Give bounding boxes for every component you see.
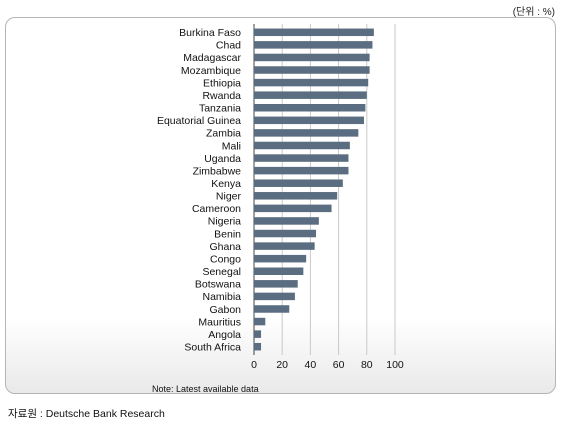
category-label: Mauritius <box>198 316 241 328</box>
category-label: Ethiopia <box>203 77 241 89</box>
bar <box>254 116 364 125</box>
x-tick-label: 20 <box>276 359 288 371</box>
unit-label: (단위 : %) <box>512 7 555 18</box>
bar <box>254 141 350 150</box>
x-tick-label: 100 <box>386 359 404 371</box>
x-tick-label: 80 <box>361 359 373 371</box>
bar <box>254 166 349 175</box>
bar <box>254 78 369 87</box>
bar <box>254 66 370 74</box>
category-label: Burkina Faso <box>179 27 241 39</box>
bar <box>254 229 317 238</box>
category-label: Mali <box>222 140 241 152</box>
bar <box>254 28 374 37</box>
category-label: Namibia <box>202 291 241 303</box>
category-label: Rwanda <box>202 90 241 102</box>
bar <box>254 53 370 62</box>
category-label: Zambia <box>206 128 241 140</box>
category-label: Mozambique <box>181 65 241 77</box>
bar <box>254 305 290 313</box>
category-label: Cameroon <box>192 203 241 215</box>
bar <box>254 292 295 301</box>
x-tick-label: 60 <box>333 359 345 371</box>
category-label: Uganda <box>204 153 241 165</box>
category-label: Niger <box>216 191 242 203</box>
bar <box>254 330 262 338</box>
bar <box>254 204 332 213</box>
category-label: Equatorial Guinea <box>157 115 241 127</box>
category-label: Madagascar <box>183 52 241 64</box>
bar <box>254 192 338 200</box>
category-label: Benin <box>214 228 241 240</box>
bar <box>254 41 373 49</box>
category-label: Gabon <box>209 304 241 316</box>
bar <box>254 104 366 112</box>
bar <box>254 280 298 288</box>
category-label: Tanzania <box>199 103 241 115</box>
category-label: Nigeria <box>208 216 241 228</box>
bar <box>254 217 319 225</box>
category-label: Botswana <box>195 279 241 291</box>
bar <box>254 317 266 326</box>
x-tick-label: 40 <box>305 359 317 371</box>
category-label: South Africa <box>184 342 241 354</box>
bar <box>254 154 349 162</box>
category-label: Congo <box>210 253 241 265</box>
category-label: Zimbabwe <box>193 165 242 177</box>
bar <box>254 242 315 250</box>
bar <box>254 267 304 275</box>
category-label: Chad <box>216 40 241 52</box>
bar <box>254 91 367 99</box>
bar <box>254 254 307 263</box>
chart-note: Note: Latest available data <box>152 384 259 394</box>
x-tick-label: 0 <box>251 359 257 371</box>
bar <box>254 342 262 351</box>
bar <box>254 179 343 187</box>
source-credit: 자료원 : Deutsche Bank Research <box>8 408 165 420</box>
category-label: Kenya <box>211 178 241 190</box>
bar <box>254 129 359 137</box>
category-label: Ghana <box>209 241 241 253</box>
category-label: Senegal <box>202 266 241 278</box>
category-label: Angola <box>208 329 241 341</box>
